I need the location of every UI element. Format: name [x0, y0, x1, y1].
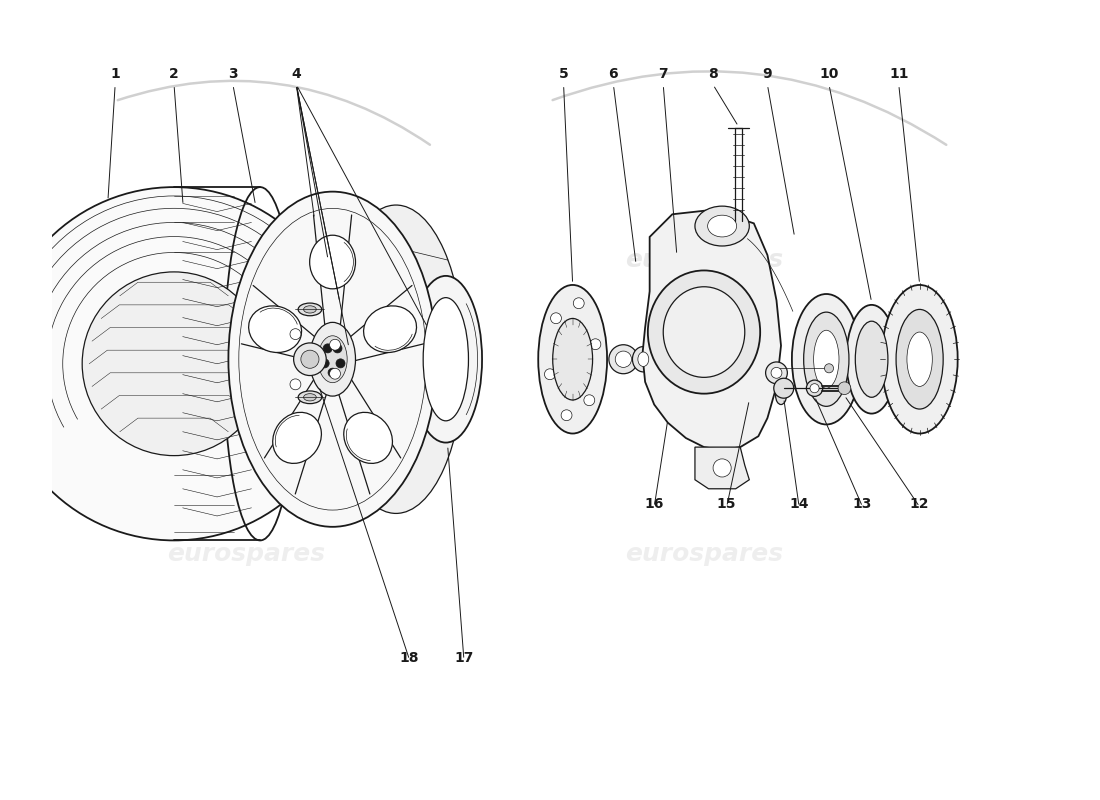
Ellipse shape: [776, 386, 786, 405]
Text: 4: 4: [292, 67, 301, 81]
Ellipse shape: [584, 394, 595, 406]
Text: 3: 3: [228, 67, 238, 81]
Text: eurospares: eurospares: [625, 247, 783, 271]
Ellipse shape: [590, 338, 601, 350]
Ellipse shape: [648, 270, 760, 394]
Ellipse shape: [773, 378, 794, 398]
Ellipse shape: [856, 321, 888, 398]
Ellipse shape: [632, 346, 654, 372]
Ellipse shape: [364, 306, 417, 353]
Text: 1: 1: [110, 67, 120, 81]
Ellipse shape: [249, 306, 301, 353]
Ellipse shape: [298, 303, 321, 316]
Text: 8: 8: [708, 67, 718, 81]
Ellipse shape: [806, 380, 823, 396]
Text: 5: 5: [559, 67, 569, 81]
Text: eurospares: eurospares: [167, 542, 326, 566]
Ellipse shape: [552, 318, 593, 400]
Ellipse shape: [713, 459, 732, 477]
Text: 12: 12: [910, 497, 930, 510]
Ellipse shape: [298, 391, 321, 404]
Ellipse shape: [344, 412, 393, 463]
Ellipse shape: [814, 330, 839, 388]
Ellipse shape: [318, 336, 348, 382]
Ellipse shape: [323, 344, 332, 353]
Ellipse shape: [544, 369, 556, 380]
Text: eurospares: eurospares: [625, 542, 783, 566]
Text: 14: 14: [790, 497, 808, 510]
Ellipse shape: [328, 368, 337, 377]
Ellipse shape: [609, 345, 638, 374]
Ellipse shape: [896, 310, 943, 409]
Ellipse shape: [792, 294, 860, 425]
Ellipse shape: [615, 351, 631, 367]
Text: 11: 11: [889, 67, 909, 81]
Text: 16: 16: [645, 497, 664, 510]
Ellipse shape: [304, 394, 317, 401]
Ellipse shape: [424, 298, 469, 421]
Ellipse shape: [771, 367, 782, 378]
Ellipse shape: [330, 368, 341, 379]
Ellipse shape: [0, 187, 351, 541]
Text: 7: 7: [659, 67, 668, 81]
Ellipse shape: [695, 206, 749, 246]
Ellipse shape: [290, 329, 301, 339]
Ellipse shape: [330, 339, 341, 350]
Ellipse shape: [273, 412, 321, 463]
Text: 2: 2: [169, 67, 179, 81]
Ellipse shape: [336, 359, 345, 368]
Ellipse shape: [333, 344, 342, 353]
Ellipse shape: [766, 362, 788, 384]
Ellipse shape: [294, 343, 327, 375]
Ellipse shape: [881, 285, 958, 434]
Ellipse shape: [82, 272, 266, 456]
Ellipse shape: [328, 205, 464, 514]
Text: 6: 6: [608, 67, 618, 81]
Ellipse shape: [301, 350, 319, 368]
Polygon shape: [642, 210, 781, 450]
Ellipse shape: [707, 215, 737, 237]
Ellipse shape: [320, 359, 329, 368]
Ellipse shape: [310, 235, 355, 289]
Ellipse shape: [229, 192, 437, 527]
Ellipse shape: [409, 276, 482, 442]
Polygon shape: [695, 447, 749, 489]
Ellipse shape: [906, 332, 933, 386]
Text: 15: 15: [717, 497, 736, 510]
Ellipse shape: [310, 322, 355, 396]
Ellipse shape: [573, 298, 584, 309]
Ellipse shape: [290, 379, 301, 390]
Ellipse shape: [825, 364, 834, 373]
Text: eurospares: eurospares: [167, 247, 326, 271]
Text: 18: 18: [399, 650, 419, 665]
Ellipse shape: [663, 286, 745, 378]
Text: 10: 10: [820, 67, 838, 81]
Ellipse shape: [304, 306, 317, 313]
Text: 9: 9: [762, 67, 772, 81]
Ellipse shape: [638, 352, 649, 366]
Ellipse shape: [838, 382, 850, 394]
Ellipse shape: [551, 313, 561, 324]
Ellipse shape: [846, 305, 896, 414]
Ellipse shape: [538, 285, 607, 434]
Text: 13: 13: [852, 497, 872, 510]
Ellipse shape: [804, 312, 849, 406]
Ellipse shape: [561, 410, 572, 421]
Text: 17: 17: [454, 650, 474, 665]
Ellipse shape: [810, 384, 820, 393]
